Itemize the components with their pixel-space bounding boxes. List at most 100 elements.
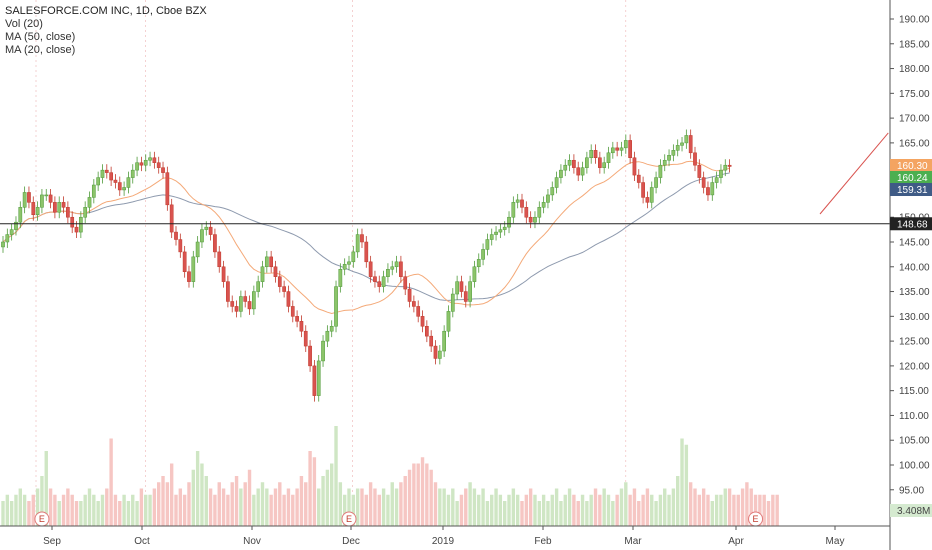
candle <box>403 270 408 296</box>
candle-body <box>213 234 217 253</box>
volume-bar <box>157 482 161 526</box>
legend-vol[interactable]: Vol (20) <box>5 18 43 30</box>
candle-body <box>135 162 139 171</box>
candle-body <box>174 231 178 240</box>
price-tag-box <box>890 171 932 184</box>
candle-body <box>347 261 351 265</box>
candle <box>66 201 70 224</box>
candle <box>615 141 619 157</box>
candle <box>70 211 75 234</box>
time-axis[interactable]: Sep Oct Nov Dec 2019 Feb Mar Apr May <box>0 525 890 547</box>
time-tick-label: Feb <box>534 536 552 547</box>
volume-bar <box>710 501 714 526</box>
candle <box>135 156 139 177</box>
candle <box>632 151 637 182</box>
candle <box>680 136 684 152</box>
volume-bar <box>498 494 503 526</box>
candle <box>355 228 360 258</box>
candle <box>589 144 594 164</box>
candle <box>22 186 27 214</box>
candle <box>485 233 490 256</box>
legend-ma50[interactable]: MA (50, close) <box>5 31 76 43</box>
volume-bar <box>390 482 394 526</box>
candle-body <box>247 301 252 310</box>
volume-bar <box>74 501 79 526</box>
candle <box>472 260 477 288</box>
volume-bar <box>364 494 368 526</box>
volume-tag-label: 3.408M <box>897 506 930 517</box>
candle-body <box>70 216 75 228</box>
candle <box>325 325 330 348</box>
volume-bar <box>749 488 753 526</box>
volume-bar <box>446 494 451 526</box>
volume-bar <box>554 488 559 526</box>
candle-body <box>178 239 183 253</box>
volume-bar <box>148 494 152 526</box>
legend-title[interactable]: SALESFORCE.COM INC, 1D, Cboe BZX <box>5 5 207 17</box>
candle <box>524 201 529 224</box>
candle <box>598 151 602 174</box>
candle-body <box>701 177 706 188</box>
price-tick-label: 165.00 <box>899 138 930 149</box>
candle-body <box>533 216 537 223</box>
volume-bar <box>208 488 213 526</box>
candle-body <box>234 306 239 312</box>
volume-bar <box>252 494 256 526</box>
candle-body <box>195 241 200 258</box>
price-tag-box <box>890 183 932 196</box>
candle-body <box>567 159 572 166</box>
legend-ma20[interactable]: MA (20, close) <box>5 44 76 56</box>
candle-body <box>412 301 416 307</box>
volume-bar <box>563 494 567 526</box>
trendline[interactable] <box>819 132 889 215</box>
volume-bar <box>381 488 386 526</box>
price-tag-label: 159.31 <box>897 185 928 196</box>
candle-body <box>481 249 485 260</box>
candle <box>697 159 702 184</box>
volume-bar <box>546 501 550 526</box>
candle-body <box>563 164 568 171</box>
candle <box>667 149 671 167</box>
volume-bar <box>628 494 632 526</box>
volume-bar <box>139 488 144 526</box>
candle <box>44 188 49 201</box>
candle-body <box>260 266 265 282</box>
candle-body <box>161 167 165 173</box>
candle-body <box>442 330 446 352</box>
candle <box>373 270 377 288</box>
volume-bar <box>22 494 27 526</box>
candle-body <box>537 207 542 218</box>
candle-body <box>468 281 472 302</box>
volume-bar <box>455 501 459 526</box>
time-tick-label: Nov <box>243 536 261 547</box>
volume-bar <box>35 488 40 526</box>
candle <box>602 156 607 174</box>
volume-bar <box>230 482 234 526</box>
candle-body <box>390 266 395 270</box>
candle <box>706 181 710 201</box>
candle <box>109 166 113 187</box>
volume-bar <box>775 494 779 526</box>
volume-bar <box>105 488 109 526</box>
price-axis[interactable]: 95.00 100.00 105.00 110.00 115.00 120.00 125.0… <box>889 0 930 550</box>
volume-bar <box>468 482 472 526</box>
candle-body <box>528 216 533 223</box>
candle-body <box>187 271 191 282</box>
candle <box>200 223 204 248</box>
candle-body <box>200 229 204 243</box>
candle <box>191 250 196 288</box>
volume-bar <box>27 501 31 526</box>
ma20-polyline <box>2 160 730 315</box>
volume-bar <box>5 494 10 526</box>
volume-bar <box>221 488 226 526</box>
candle-body <box>104 169 109 173</box>
candle-body <box>654 177 658 188</box>
candle-body <box>714 177 719 183</box>
volume-bar <box>161 476 165 526</box>
candle <box>390 260 395 276</box>
candle <box>688 129 693 159</box>
candle <box>654 171 658 194</box>
candle <box>437 345 442 365</box>
